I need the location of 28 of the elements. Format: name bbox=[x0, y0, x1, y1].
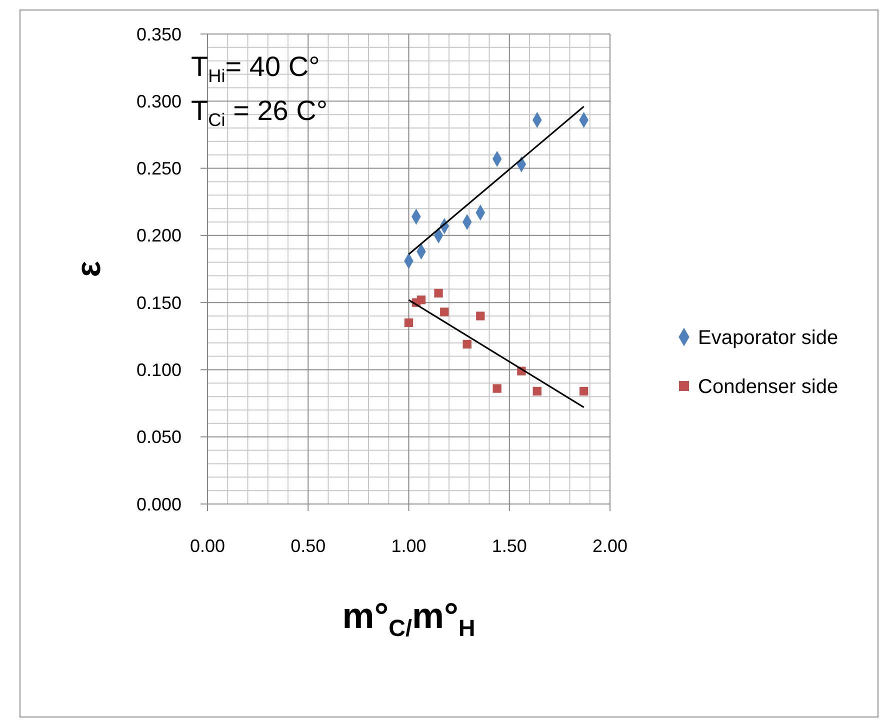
x-axis-title: m°$_{C/}$m°$_{H}$ bbox=[342, 595, 476, 642]
y-tick-label: 0.100 bbox=[136, 360, 182, 380]
point bbox=[440, 308, 449, 316]
x-tick-label: 1.50 bbox=[492, 536, 527, 556]
annotation: T$_{Hi}$= 40 C° bbox=[191, 51, 320, 86]
x-tick-label: 0.50 bbox=[290, 536, 326, 556]
x-tick-label: 2.00 bbox=[592, 536, 628, 556]
point bbox=[476, 312, 485, 320]
point bbox=[404, 318, 414, 328]
x-tick-label: 0.00 bbox=[190, 536, 226, 556]
point bbox=[462, 340, 472, 349]
legend-label: Condenser side bbox=[698, 376, 838, 398]
y-tick-label: 0.250 bbox=[136, 158, 182, 179]
y-tick-label: 0.000 bbox=[136, 494, 182, 514]
y-tick-label: 0.350 bbox=[136, 24, 182, 44]
legend-label: Evaporator side bbox=[698, 327, 838, 349]
x-tick-label: 1.00 bbox=[391, 536, 426, 556]
point bbox=[492, 384, 502, 393]
y-tick-label: 0.050 bbox=[136, 427, 182, 448]
point bbox=[532, 386, 542, 396]
point bbox=[580, 386, 588, 396]
y-axis-title: ε bbox=[70, 260, 108, 278]
point bbox=[416, 296, 426, 304]
y-tick-label: 0.300 bbox=[136, 91, 182, 112]
y-tick-label: 0.150 bbox=[136, 292, 182, 313]
y-tick-label: 0.200 bbox=[136, 226, 182, 246]
annotation: T$_{Ci}$ = 26 C° bbox=[191, 95, 328, 130]
point bbox=[434, 288, 443, 298]
